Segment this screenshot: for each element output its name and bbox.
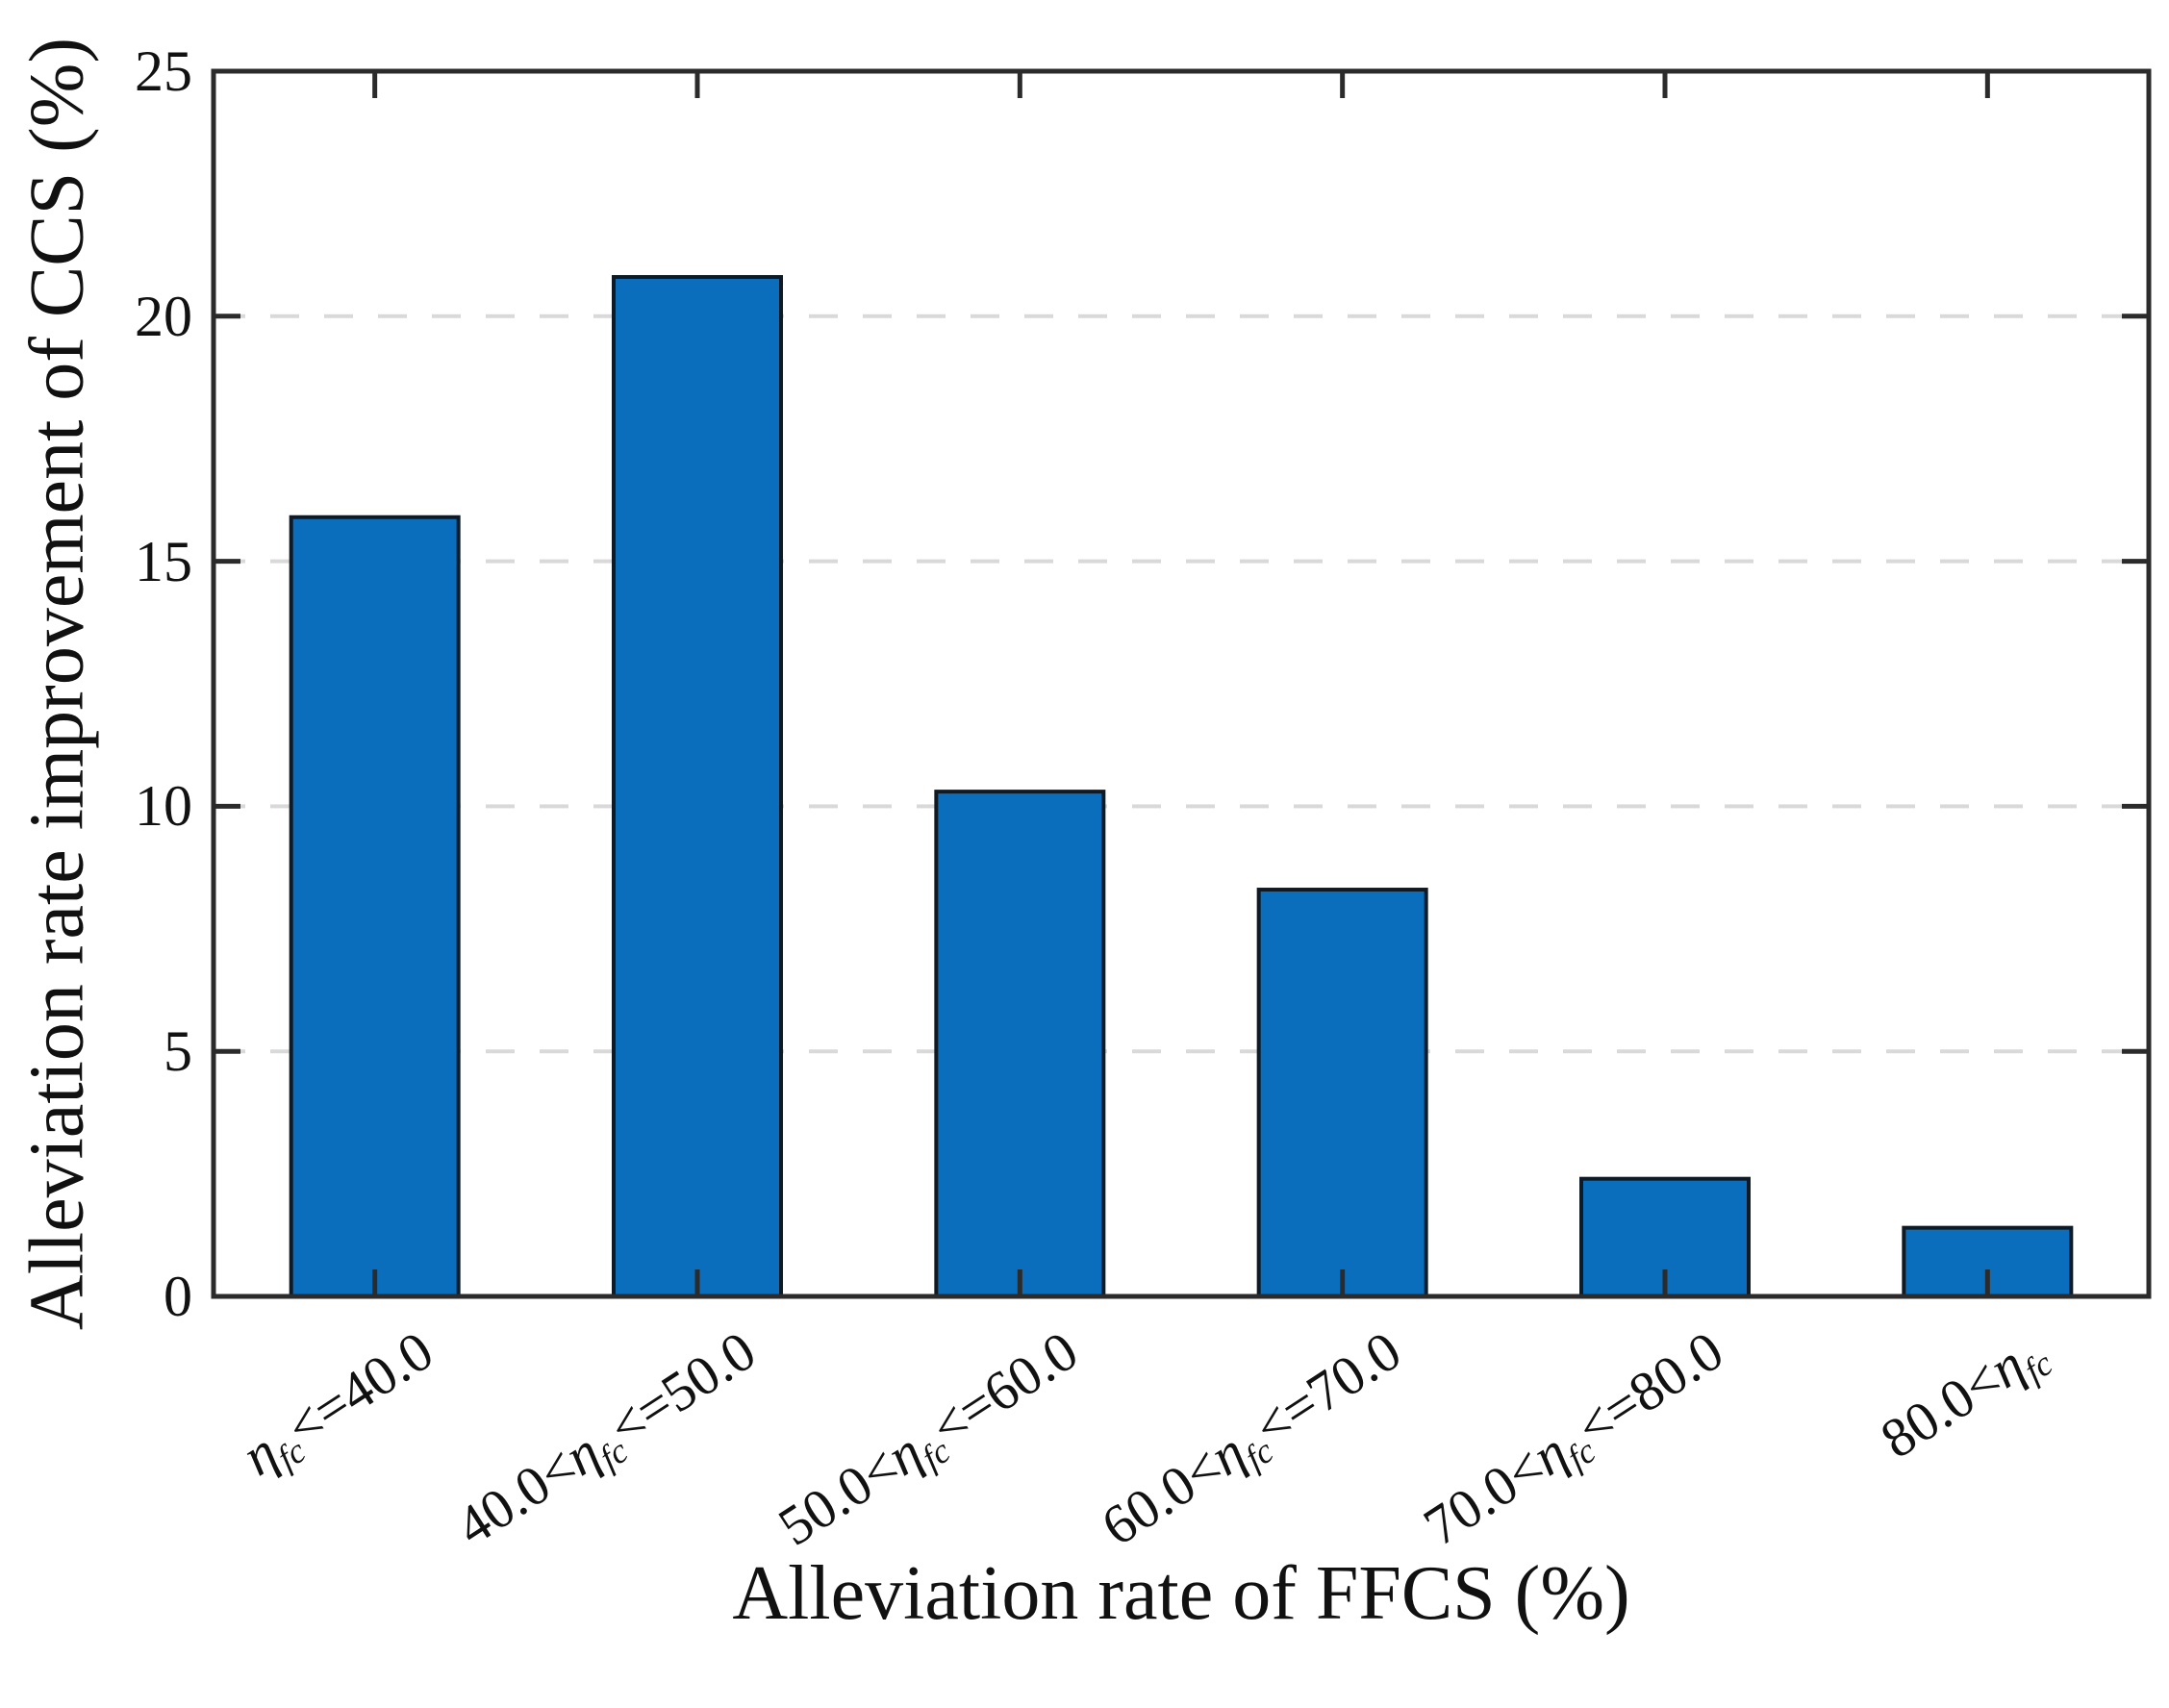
- gridlines-layer: [216, 314, 2146, 1054]
- x-axis-title: Alleviation rate of FFCS (%): [732, 1551, 1630, 1636]
- bar: [612, 275, 783, 1299]
- bars-layer: [289, 275, 2074, 1299]
- tick-marks-layer: [214, 68, 2149, 1299]
- plot-frame-layer: [211, 68, 2152, 1299]
- bar: [289, 515, 461, 1298]
- plot-frame: [211, 68, 2152, 1299]
- y-tick-label: 20: [135, 284, 192, 348]
- bar: [1256, 888, 1428, 1298]
- bar: [934, 790, 1106, 1298]
- y-tick-label: 0: [164, 1265, 192, 1328]
- y-axis-title: Alleviation rate improvement of CCS (%): [14, 37, 100, 1331]
- y-tick-label: 10: [135, 774, 192, 839]
- y-tick-label: 15: [135, 529, 192, 593]
- y-tick-label: 5: [164, 1019, 192, 1084]
- y-tick-label: 25: [135, 39, 192, 103]
